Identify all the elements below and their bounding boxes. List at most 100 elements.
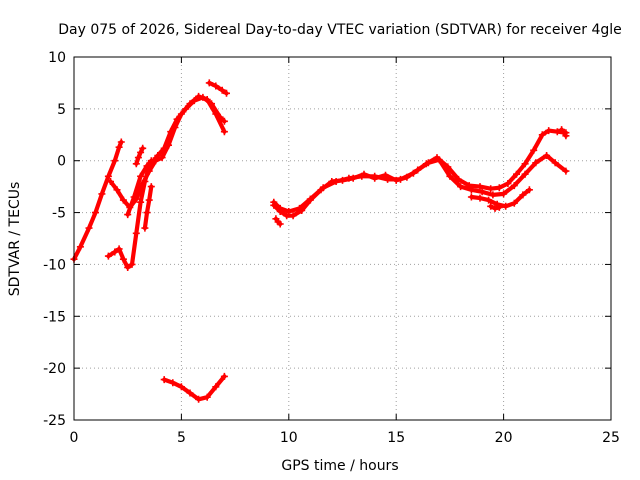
data-point	[345, 174, 353, 182]
data-point	[92, 209, 99, 217]
data-point	[199, 93, 207, 101]
y-tick-label: -15	[43, 309, 66, 325]
data-point	[124, 211, 132, 219]
data-point	[104, 172, 112, 180]
data-point	[296, 204, 303, 212]
data-point	[134, 154, 142, 162]
data-point	[160, 144, 168, 152]
data-point	[491, 204, 499, 212]
data-point	[306, 195, 314, 203]
data-point	[319, 184, 327, 192]
data-point	[446, 172, 454, 180]
data-point	[521, 170, 529, 178]
data-point	[489, 191, 497, 199]
data-point	[223, 89, 230, 97]
data-point	[358, 172, 366, 180]
data-point	[212, 82, 220, 90]
data-point	[143, 209, 151, 217]
data-point	[113, 186, 121, 194]
data-point	[158, 154, 166, 162]
data-point	[502, 202, 510, 210]
data-point	[276, 220, 284, 228]
data-point	[139, 144, 147, 152]
data-point	[525, 186, 533, 194]
data-point	[487, 185, 495, 193]
data-point	[130, 193, 138, 201]
data-point	[409, 169, 417, 177]
data-point	[513, 170, 520, 178]
data-series	[70, 79, 570, 403]
series-arc-5	[132, 144, 147, 168]
data-point	[147, 157, 155, 165]
data-point	[478, 188, 486, 196]
data-point	[160, 376, 168, 384]
data-point	[117, 138, 125, 146]
data-point	[145, 196, 153, 204]
x-tick-label: 10	[280, 430, 298, 446]
data-point	[167, 128, 175, 136]
data-point	[467, 193, 475, 201]
data-trace	[207, 80, 229, 96]
data-point	[128, 260, 136, 268]
data-point	[111, 248, 119, 256]
data-point	[212, 383, 220, 391]
data-point	[119, 255, 127, 263]
data-point	[98, 190, 106, 198]
data-point	[276, 204, 284, 212]
series-arc-4	[124, 157, 155, 219]
data-point	[455, 175, 462, 183]
y-tick-label: -5	[52, 206, 66, 222]
data-point	[220, 128, 228, 136]
data-point	[169, 379, 177, 387]
x-tick-label: 0	[70, 430, 79, 446]
data-point	[285, 208, 293, 215]
data-point	[530, 146, 538, 154]
data-point	[485, 196, 493, 204]
data-point	[173, 115, 181, 123]
data-point	[270, 198, 278, 206]
axis-ticks: 0 5 10 15 20 25 -25 -20 -15 -10 -5 0 5 10	[43, 50, 620, 446]
data-point	[495, 184, 503, 192]
data-point	[177, 383, 185, 391]
data-point	[124, 264, 132, 271]
data-point	[137, 148, 145, 156]
series-arc-11	[467, 186, 533, 210]
data-point	[532, 159, 540, 167]
data-point	[220, 117, 228, 125]
series-arc-8	[160, 372, 228, 403]
data-trace	[134, 146, 145, 166]
series-arc-13	[272, 215, 284, 228]
data-point	[186, 389, 194, 397]
y-tick-label: 0	[57, 154, 66, 170]
data-point	[132, 229, 140, 237]
data-point	[154, 152, 162, 159]
data-point	[562, 132, 570, 140]
data-point	[476, 194, 484, 202]
y-tick-label: 10	[48, 50, 66, 66]
data-point	[119, 196, 127, 204]
data-point	[521, 160, 529, 168]
data-point	[141, 224, 149, 232]
data-point	[115, 245, 123, 253]
data-point	[397, 175, 404, 183]
data-trace	[142, 184, 154, 231]
gridlines	[74, 57, 611, 420]
data-point	[433, 154, 441, 162]
y-tick-label: -20	[43, 361, 66, 377]
data-point	[107, 178, 114, 185]
data-point	[500, 190, 508, 198]
data-trace	[106, 95, 227, 270]
data-point	[487, 202, 495, 210]
data-point	[195, 395, 203, 403]
data-point	[132, 160, 140, 168]
data-point	[182, 105, 190, 113]
series-arc-3	[104, 93, 228, 271]
data-point	[384, 175, 392, 183]
plot-frame	[73, 56, 612, 421]
data-point	[76, 243, 84, 251]
data-point	[504, 180, 512, 187]
data-point	[543, 152, 551, 159]
x-axis-label: GPS time / hours	[281, 458, 398, 474]
data-point	[205, 79, 213, 87]
data-point	[190, 97, 198, 105]
